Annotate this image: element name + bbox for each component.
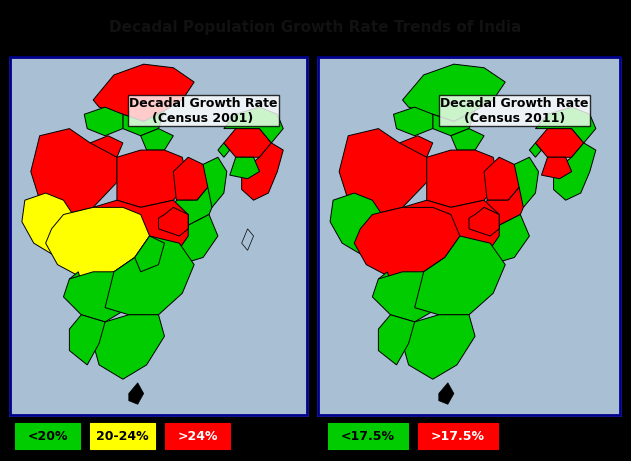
Polygon shape [403, 315, 475, 379]
Polygon shape [93, 64, 194, 121]
Polygon shape [174, 157, 212, 200]
Text: Decadal Growth Rate
(Census 2001): Decadal Growth Rate (Census 2001) [129, 97, 277, 124]
Polygon shape [529, 143, 541, 157]
Polygon shape [541, 157, 572, 179]
Polygon shape [469, 207, 499, 236]
Polygon shape [158, 207, 188, 236]
Polygon shape [85, 107, 123, 136]
Text: 20-24%: 20-24% [96, 430, 149, 443]
Bar [418, 423, 498, 449]
Polygon shape [69, 315, 105, 365]
Polygon shape [379, 272, 391, 290]
Polygon shape [218, 143, 230, 157]
Polygon shape [242, 143, 283, 200]
Text: >17.5%: >17.5% [431, 430, 485, 443]
Polygon shape [415, 236, 505, 315]
Polygon shape [93, 315, 165, 379]
Polygon shape [379, 315, 415, 365]
Polygon shape [399, 136, 433, 157]
Bar [165, 423, 230, 449]
Polygon shape [403, 64, 505, 121]
Bar [0, 0, 631, 57]
Polygon shape [354, 207, 460, 279]
Polygon shape [372, 258, 451, 322]
Polygon shape [22, 193, 75, 254]
Polygon shape [514, 157, 538, 207]
Text: Decadal Growth Rate
(Census 2011): Decadal Growth Rate (Census 2011) [440, 97, 589, 124]
Text: <20%: <20% [27, 430, 68, 443]
Text: <17.5%: <17.5% [341, 430, 395, 443]
Text: Decadal Population Growth Rate Trends of India: Decadal Population Growth Rate Trends of… [109, 20, 522, 35]
Polygon shape [330, 193, 384, 254]
Polygon shape [81, 200, 188, 265]
Polygon shape [391, 200, 499, 265]
Polygon shape [536, 107, 596, 143]
Text: >24%: >24% [177, 430, 218, 443]
Polygon shape [170, 182, 218, 225]
Polygon shape [427, 150, 499, 207]
Polygon shape [45, 207, 150, 279]
Bar [318, 57, 620, 415]
Polygon shape [158, 214, 218, 265]
Polygon shape [224, 107, 283, 143]
Polygon shape [230, 157, 259, 179]
Polygon shape [141, 129, 174, 150]
Bar [318, 57, 620, 415]
Polygon shape [469, 214, 529, 265]
Polygon shape [451, 129, 484, 150]
Polygon shape [536, 129, 584, 157]
Polygon shape [123, 111, 165, 136]
Polygon shape [69, 272, 81, 290]
Polygon shape [339, 129, 427, 214]
Bar [15, 423, 80, 449]
Bar [10, 57, 307, 415]
Polygon shape [105, 236, 194, 315]
Polygon shape [242, 229, 254, 250]
Polygon shape [433, 111, 475, 136]
Polygon shape [90, 136, 123, 157]
Polygon shape [481, 182, 529, 225]
Bar [90, 423, 155, 449]
Polygon shape [135, 236, 165, 272]
Polygon shape [117, 150, 188, 207]
Polygon shape [31, 129, 117, 214]
Polygon shape [484, 157, 523, 200]
Polygon shape [553, 143, 596, 200]
Polygon shape [203, 157, 227, 207]
Polygon shape [439, 383, 454, 404]
Polygon shape [224, 129, 271, 157]
Polygon shape [64, 258, 141, 322]
Bar [328, 423, 408, 449]
Bar [10, 57, 307, 415]
Polygon shape [129, 383, 144, 404]
Polygon shape [394, 107, 433, 136]
